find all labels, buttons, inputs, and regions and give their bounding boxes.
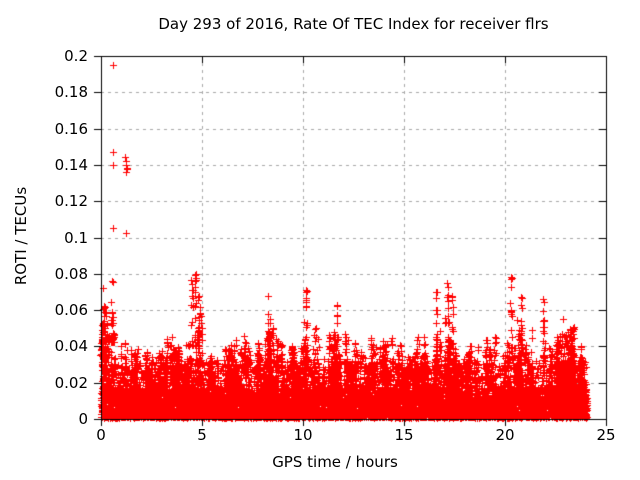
y-tick-label: 0.14: [54, 155, 88, 174]
x-tick-label: 15: [394, 426, 414, 444]
y-tick-label: 0.04: [54, 337, 88, 356]
x-tick-label: 25: [596, 426, 616, 444]
x-tick-label: 20: [495, 426, 515, 444]
y-tick-label: 0.2: [64, 47, 88, 65]
y-tick-label: 0.06: [54, 301, 88, 320]
y-tick-label: 0.12: [54, 192, 88, 211]
x-tick-label: 0: [96, 426, 106, 444]
y-tick-label: 0: [78, 410, 88, 428]
y-tick-label: 0.1: [64, 228, 88, 247]
x-axis-label: GPS time / hours: [272, 453, 398, 471]
x-tick-label: 5: [197, 426, 207, 444]
y-tick-label: 0.16: [54, 119, 88, 138]
y-tick-label: 0.08: [54, 264, 88, 283]
x-tick-label: 10: [293, 426, 313, 444]
y-tick-label: 0.18: [54, 83, 88, 102]
chart-title: Day 293 of 2016, Rate Of TEC Index for r…: [158, 15, 549, 33]
y-tick-label: 0.02: [54, 373, 88, 392]
